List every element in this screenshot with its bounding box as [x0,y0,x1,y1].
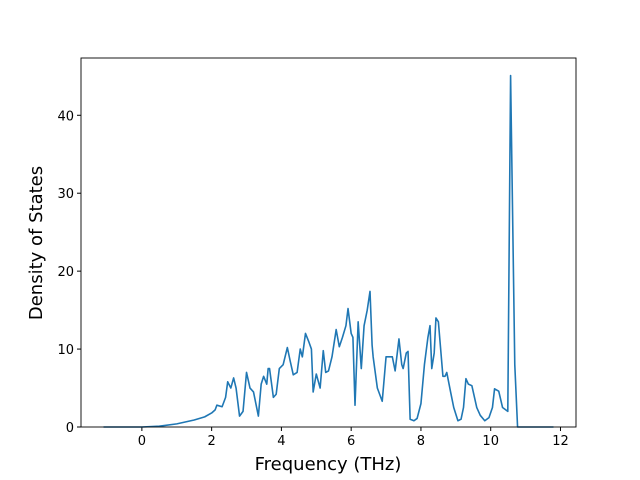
x-tick-label: 2 [207,434,215,449]
x-tick-label: 12 [552,434,569,449]
y-tick-label: 30 [57,187,74,202]
y-tick-label: 10 [57,343,74,358]
line-series [103,74,554,428]
x-tick-label: 0 [138,434,146,449]
x-tick-label: 8 [417,434,425,449]
y-axis-label: Density of States [26,166,47,320]
x-tick-label: 6 [347,434,355,449]
plot-frame [80,57,577,428]
y-tick-label: 40 [57,109,74,124]
y-tick-label: 0 [66,421,74,436]
x-axis-label: Frequency (THz) [255,454,402,475]
x-tick-label: 4 [277,434,285,449]
x-tick-label: 10 [482,434,499,449]
y-tick-label: 20 [57,265,74,280]
